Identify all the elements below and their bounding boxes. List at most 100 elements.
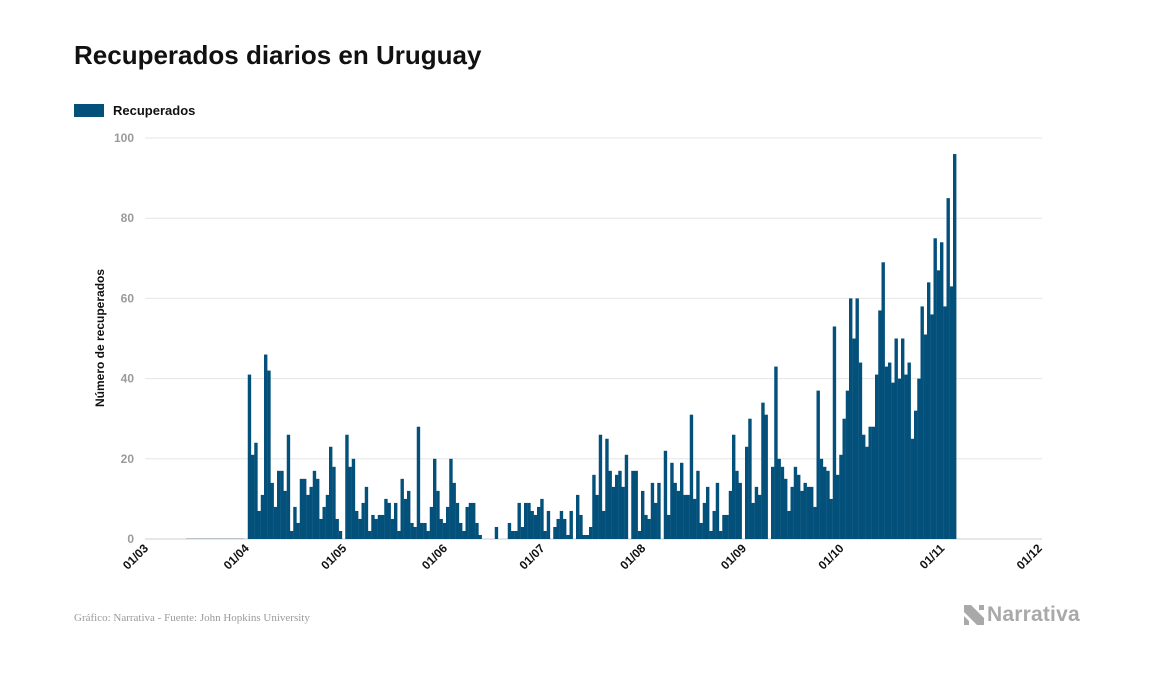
bar — [410, 522, 414, 539]
bar — [621, 486, 625, 539]
bar — [270, 482, 274, 539]
bar — [407, 490, 411, 539]
bar — [637, 530, 642, 539]
bar — [345, 434, 349, 539]
x-tick-label: 01/12 — [1014, 541, 1045, 572]
bar — [377, 514, 382, 539]
bar — [361, 502, 365, 539]
bar — [290, 530, 294, 539]
bar — [933, 238, 937, 539]
bar — [478, 534, 482, 539]
bar — [312, 470, 317, 539]
bar — [868, 426, 872, 539]
bar — [774, 366, 778, 539]
bar — [897, 378, 902, 539]
bar — [338, 530, 343, 539]
bar — [397, 530, 401, 539]
bar — [257, 510, 261, 539]
bar — [449, 458, 453, 539]
bar — [839, 454, 843, 539]
bar — [605, 438, 609, 539]
bar — [923, 334, 928, 539]
bar — [299, 478, 304, 539]
bar — [530, 510, 534, 539]
x-tick-label: 01/03 — [120, 541, 151, 572]
bar — [738, 482, 742, 539]
bar — [910, 438, 915, 539]
bar — [423, 522, 427, 539]
bar — [647, 518, 651, 539]
bar — [582, 534, 586, 539]
bar — [381, 514, 385, 539]
bar — [641, 490, 645, 539]
narrativa-logo-icon — [964, 605, 984, 625]
bar — [329, 446, 333, 539]
bar — [712, 510, 716, 539]
bar — [650, 482, 655, 539]
bar — [754, 486, 759, 539]
bar — [322, 506, 326, 539]
bar — [631, 470, 635, 539]
bar — [917, 378, 921, 539]
bar — [537, 506, 541, 539]
bar — [715, 482, 720, 539]
y-axis-label: Número de recuperados — [93, 269, 107, 407]
bar — [615, 474, 619, 539]
bar — [283, 490, 287, 539]
legend: Recuperados — [74, 103, 195, 118]
bar — [745, 446, 749, 539]
bar — [267, 370, 271, 539]
bar — [553, 526, 557, 539]
bar — [455, 502, 460, 539]
bar — [884, 366, 889, 539]
bar — [888, 362, 892, 539]
bar — [442, 522, 447, 539]
bar — [670, 462, 674, 539]
bar — [576, 494, 580, 539]
bar — [845, 390, 850, 539]
x-tick-label: 01/05 — [318, 541, 349, 572]
bar — [439, 518, 443, 539]
bar — [507, 522, 512, 539]
bar — [891, 382, 895, 539]
bar — [930, 314, 934, 539]
bar — [624, 454, 629, 539]
bar — [927, 282, 931, 539]
bar — [706, 486, 710, 539]
bar — [940, 242, 944, 539]
bar — [348, 466, 352, 539]
bar — [264, 354, 268, 539]
bar — [325, 494, 330, 539]
bar — [683, 494, 687, 539]
bar — [946, 198, 950, 539]
bar — [254, 442, 258, 539]
bar — [780, 466, 785, 539]
bar — [901, 338, 905, 539]
bar — [618, 470, 622, 539]
bar — [286, 434, 291, 539]
x-tick-label: 01/06 — [419, 541, 450, 572]
bar — [634, 470, 638, 539]
bar — [790, 486, 794, 539]
bar — [260, 494, 265, 539]
bar — [592, 474, 596, 539]
bar — [511, 530, 515, 539]
y-tick-label: 0 — [127, 532, 134, 546]
bar — [858, 362, 863, 539]
y-tick-label: 40 — [121, 372, 135, 386]
bar — [865, 446, 869, 539]
bar — [823, 466, 827, 539]
bar — [426, 530, 430, 539]
bar — [316, 478, 320, 539]
bar — [654, 502, 658, 539]
bar — [673, 482, 677, 539]
source-note: Gráfico: Narrativa - Fuente: John Hopkin… — [74, 612, 310, 624]
bar — [452, 482, 456, 539]
bar — [784, 478, 788, 539]
bar — [904, 374, 908, 539]
bar — [693, 498, 697, 539]
bar — [533, 514, 538, 539]
bar — [832, 326, 837, 539]
bar — [351, 458, 356, 539]
